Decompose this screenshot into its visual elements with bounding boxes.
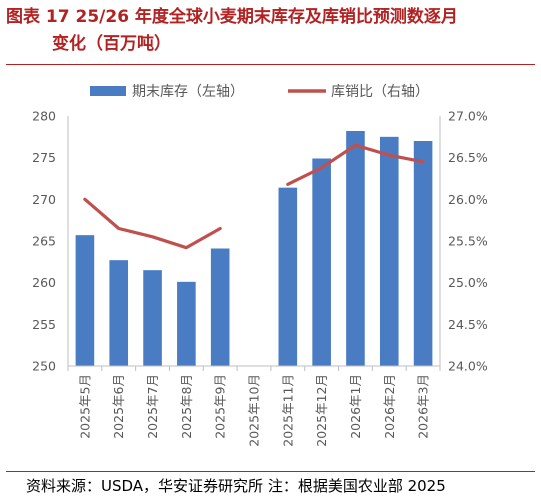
x-tick-label: 2026年1月 [348, 374, 363, 439]
x-tick-label: 2025年12月 [314, 374, 329, 447]
line-series-segment [286, 143, 425, 186]
x-tick-label: 2025年8月 [179, 374, 194, 439]
bar [312, 158, 331, 366]
y-left-tick-label: 255 [32, 317, 56, 332]
x-tick-label: 2025年9月 [213, 374, 228, 439]
bar [75, 235, 95, 366]
y-right-tick-label: 25.0% [448, 275, 488, 290]
x-tick-label: 2025年11月 [280, 374, 295, 447]
bar [177, 281, 196, 366]
y-right-tick-label: 24.5% [448, 317, 488, 332]
legend-line-label: 库销比（右轴） [331, 84, 429, 100]
legend-bar-label: 期末库存（左轴） [132, 84, 244, 100]
source-note: 资料来源：USDA，华安证券研究所 注：根据美国农业部 2025 [26, 477, 446, 495]
bar [379, 136, 399, 366]
legend-bar-swatch [90, 86, 126, 96]
x-tick-label: 2025年10月 [247, 374, 262, 447]
y-left-tick-label: 270 [32, 192, 56, 207]
y-left-tick-label: 280 [32, 109, 56, 124]
top-rule [6, 64, 535, 65]
y-right-tick-label: 24.0% [448, 359, 488, 374]
y-right-tick-label: 27.0% [448, 109, 488, 124]
chart-title-line1: 图表 17 25/26 年度全球小麦期末库存及库销比预测数逐月 [6, 7, 458, 27]
chart-title-line2: 变化（百万吨） [52, 34, 171, 54]
y-right-tick-label: 26.0% [448, 192, 488, 207]
bar [210, 248, 230, 366]
y-left-tick-label: 250 [32, 359, 56, 374]
y-left-tick-label: 260 [32, 275, 56, 290]
bar [346, 131, 365, 366]
y-right-tick-label: 26.5% [448, 150, 488, 165]
bar [413, 141, 433, 366]
x-tick-label: 2025年7月 [145, 374, 160, 439]
x-tick-label: 2025年6月 [111, 374, 126, 439]
bottom-rule [6, 471, 535, 472]
y-left-tick-label: 265 [32, 234, 56, 249]
line-series-segment [83, 197, 222, 250]
chart: 250 255 260 265 270 275 280 24.0% 24.5% 25.0% 25.5… [32, 84, 488, 447]
y-left-tick-label: 275 [32, 150, 56, 165]
x-tick-label: 2026年2月 [382, 374, 397, 439]
chart-title: 图表 17 25/26 年度全球小麦期末库存及库销比预测数逐月 变化（百万吨） [6, 4, 536, 58]
y-right-tick-label: 25.5% [448, 234, 488, 249]
x-tick-label: 2026年3月 [416, 374, 431, 439]
bar [143, 270, 162, 366]
x-tick-label: 2025年5月 [77, 374, 92, 439]
bar [278, 187, 298, 366]
bar [109, 260, 129, 366]
